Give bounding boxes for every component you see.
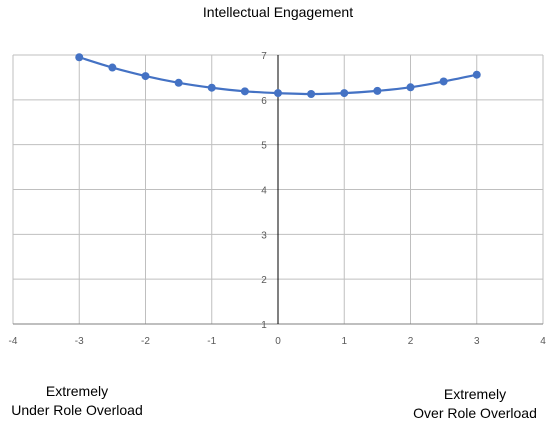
data-point: [406, 83, 415, 92]
chart-title: Intellectual Engagement: [203, 4, 353, 20]
x-tick-label: 0: [275, 336, 281, 347]
y-tick-label: 7: [261, 51, 267, 62]
left-annotation-line1: Extremely: [45, 383, 109, 399]
x-tick-label: 2: [408, 336, 414, 347]
x-tick-label: -3: [75, 336, 84, 347]
x-tick-label: -1: [207, 336, 216, 347]
data-point: [472, 70, 481, 79]
data-point: [340, 89, 349, 98]
data-point: [174, 78, 183, 87]
y-tick-label: 5: [261, 141, 267, 152]
series-layer: [75, 53, 481, 99]
right-annotation-line1: Extremely: [443, 386, 507, 402]
y-tick-label: 3: [261, 230, 267, 241]
x-tick-label: -4: [9, 336, 18, 347]
data-point: [240, 87, 249, 96]
right-annotation-line2: Over Role Overload: [413, 405, 537, 421]
y-tick-label: 2: [261, 275, 267, 286]
x-tick-label: 1: [341, 336, 347, 347]
left-annotation-line2: Under Role Overload: [11, 402, 143, 418]
data-point: [108, 63, 117, 72]
left-annotation: Extremely Under Role Overload: [0, 382, 154, 420]
right-annotation: Extremely Over Role Overload: [400, 385, 550, 423]
x-tick-label: -2: [141, 336, 150, 347]
axes: [13, 55, 543, 325]
data-point: [307, 90, 316, 99]
data-point: [373, 86, 382, 95]
data-point: [274, 89, 282, 98]
data-point: [439, 77, 448, 86]
y-tick-label: 4: [261, 186, 267, 197]
data-point: [141, 72, 150, 81]
x-tick-label: 3: [474, 336, 480, 347]
data-point: [207, 83, 216, 92]
x-tick-label: 4: [540, 336, 546, 347]
data-point: [75, 53, 84, 62]
y-tick-label: 1: [261, 320, 267, 331]
y-tick-label: 6: [261, 96, 267, 107]
